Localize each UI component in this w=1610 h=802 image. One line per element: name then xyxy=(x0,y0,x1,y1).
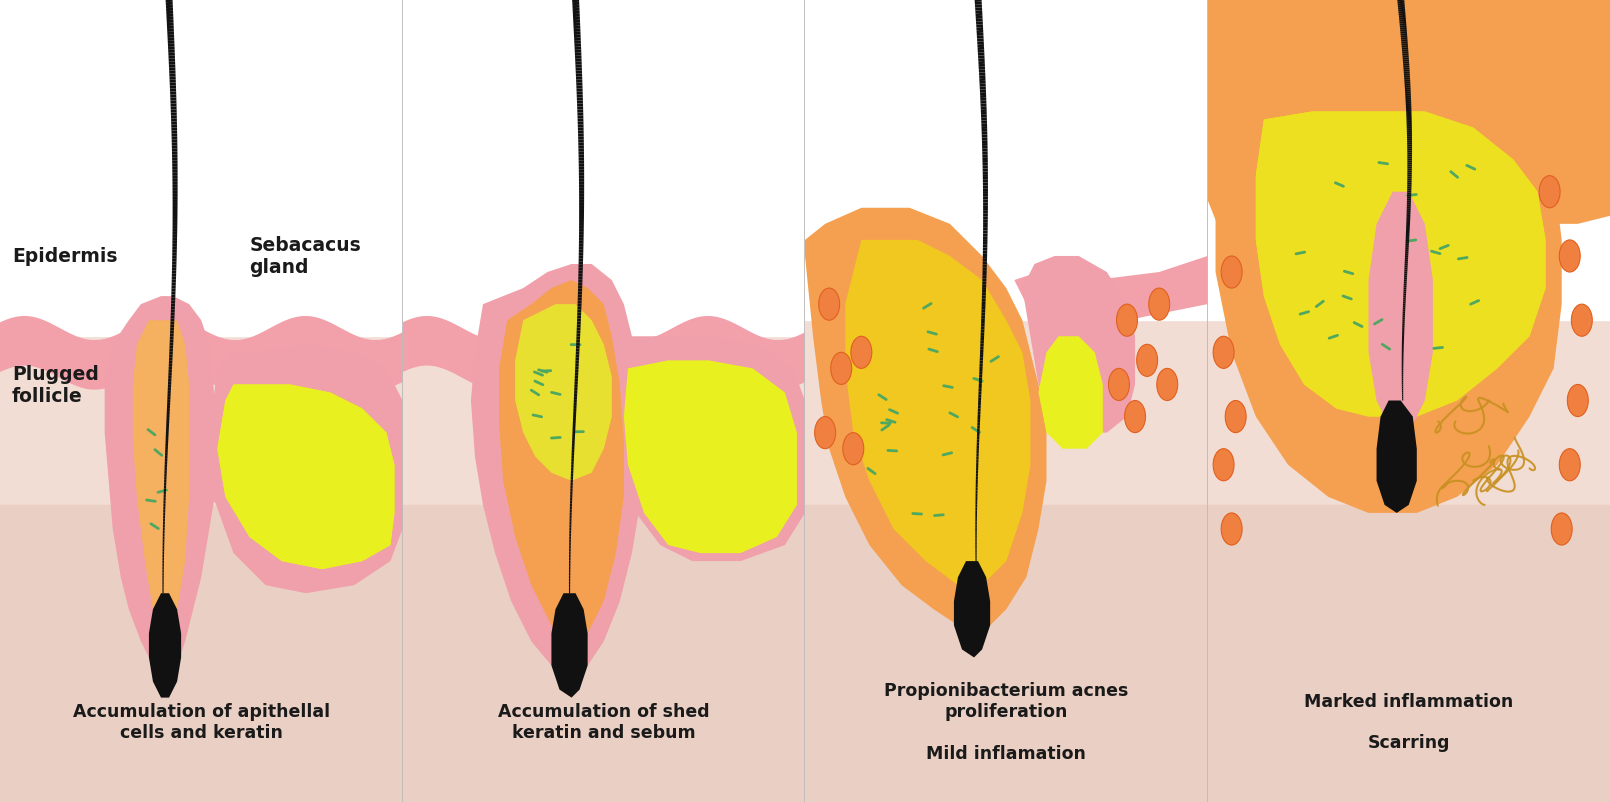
Ellipse shape xyxy=(1109,369,1130,401)
Polygon shape xyxy=(217,385,394,569)
Ellipse shape xyxy=(850,337,873,369)
Ellipse shape xyxy=(1158,369,1179,401)
Polygon shape xyxy=(1368,192,1433,433)
Polygon shape xyxy=(551,593,588,698)
Polygon shape xyxy=(1256,112,1546,417)
Ellipse shape xyxy=(831,353,852,385)
Ellipse shape xyxy=(1567,385,1587,417)
Text: Sebacacus
gland: Sebacacus gland xyxy=(250,236,361,277)
Ellipse shape xyxy=(1150,289,1169,321)
Polygon shape xyxy=(1022,257,1135,433)
Polygon shape xyxy=(1014,257,1208,321)
Polygon shape xyxy=(1256,112,1546,417)
Ellipse shape xyxy=(1552,513,1571,545)
Polygon shape xyxy=(845,241,1030,585)
Polygon shape xyxy=(1377,401,1417,513)
Polygon shape xyxy=(1038,337,1103,449)
Ellipse shape xyxy=(818,289,840,321)
Polygon shape xyxy=(470,265,644,674)
Polygon shape xyxy=(1208,0,1610,257)
Ellipse shape xyxy=(1539,176,1560,209)
Ellipse shape xyxy=(1225,401,1246,433)
Ellipse shape xyxy=(1558,449,1579,481)
Text: Accumulation of shed
keratin and sebum: Accumulation of shed keratin and sebum xyxy=(497,703,710,741)
Text: Marked inflammation

Scarring: Marked inflammation Scarring xyxy=(1304,692,1513,751)
Ellipse shape xyxy=(1137,345,1158,377)
Polygon shape xyxy=(499,281,625,642)
Text: Epidermis: Epidermis xyxy=(13,247,118,266)
Ellipse shape xyxy=(1558,241,1579,273)
Ellipse shape xyxy=(1214,337,1233,369)
Polygon shape xyxy=(1216,80,1562,513)
Polygon shape xyxy=(612,337,805,561)
Ellipse shape xyxy=(1117,305,1137,337)
Ellipse shape xyxy=(1222,257,1243,289)
Text: Plugged
follicle: Plugged follicle xyxy=(13,364,98,406)
Text: Accumulation of apithellal
cells and keratin: Accumulation of apithellal cells and ker… xyxy=(72,703,330,741)
Polygon shape xyxy=(217,385,394,569)
Ellipse shape xyxy=(815,417,836,449)
Polygon shape xyxy=(209,345,402,593)
Polygon shape xyxy=(515,305,612,481)
Polygon shape xyxy=(105,297,217,666)
Ellipse shape xyxy=(1222,513,1243,545)
Polygon shape xyxy=(148,593,180,698)
Polygon shape xyxy=(953,561,990,658)
Polygon shape xyxy=(132,321,190,634)
Polygon shape xyxy=(805,209,1046,626)
Ellipse shape xyxy=(1571,305,1592,337)
Ellipse shape xyxy=(844,433,865,465)
Ellipse shape xyxy=(1124,401,1145,433)
Polygon shape xyxy=(190,433,282,529)
Ellipse shape xyxy=(1214,449,1233,481)
Polygon shape xyxy=(625,361,797,553)
Text: Propionibacterium acnes
proliferation

Mild inflamation: Propionibacterium acnes proliferation Mi… xyxy=(884,682,1129,762)
